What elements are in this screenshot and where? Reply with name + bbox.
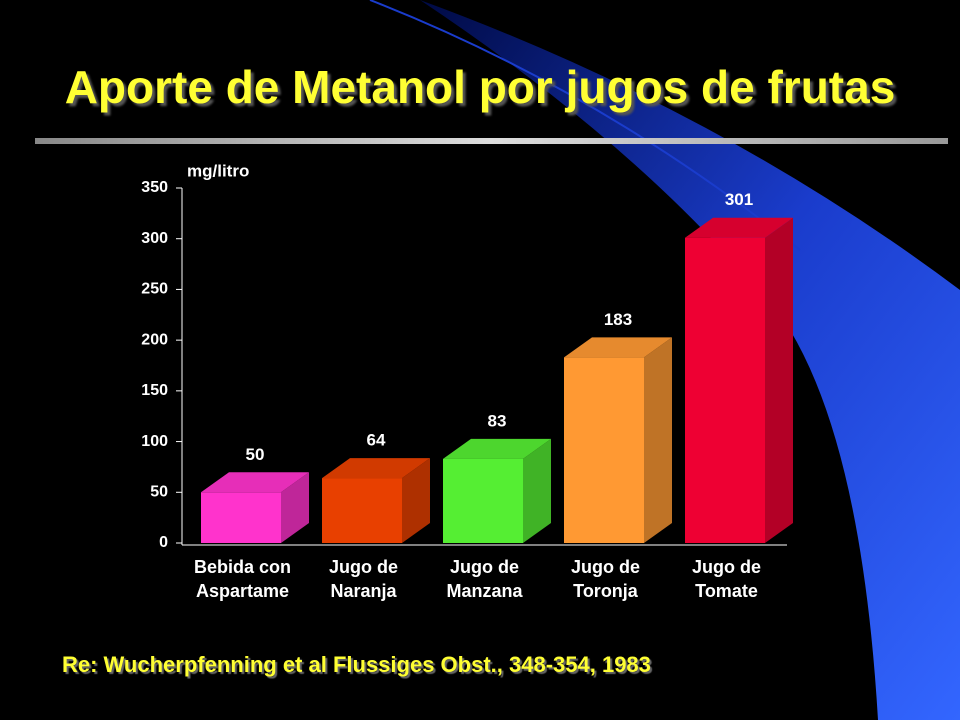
chart-title: Aporte de Metanol por jugos de frutas <box>64 61 896 113</box>
bar-top <box>322 458 430 479</box>
bar-side <box>644 337 672 543</box>
value-label: 83 <box>488 411 507 430</box>
x-tick-label: Jugo de Toronja <box>570 557 640 601</box>
bar <box>322 478 402 543</box>
bar-top <box>443 438 551 459</box>
y-axis-label: mg/litro <box>187 161 249 180</box>
bar-top <box>201 472 309 493</box>
bar-top <box>685 217 793 238</box>
value-label: 301 <box>725 190 753 209</box>
y-tick-label: 250 <box>141 281 168 298</box>
y-tick-label: 300 <box>141 230 168 247</box>
bar-side <box>523 438 551 543</box>
bar <box>201 492 281 543</box>
y-tick-label: 0 <box>159 534 168 551</box>
y-tick-label: 100 <box>141 433 168 450</box>
value-label: 50 <box>246 445 265 464</box>
y-tick-label: 50 <box>150 484 168 501</box>
x-tick-label: Jugo de Naranja <box>328 557 398 601</box>
x-tick-label: Jugo de Tomate <box>691 557 761 601</box>
y-tick-label: 200 <box>141 331 168 348</box>
value-label: 64 <box>367 431 386 450</box>
plot: 0 50 100 150 200 250 300 350 mg/litro 50 64 83 183 30… <box>141 161 793 551</box>
value-label: 183 <box>604 310 632 329</box>
bar-side <box>765 217 793 543</box>
footnote: Re: Wucherpfenning et al Flussiges Obst.… <box>62 652 651 677</box>
bar <box>564 357 644 543</box>
title-rule <box>35 138 948 144</box>
bar <box>443 458 523 543</box>
bar-top <box>564 337 672 358</box>
x-tick-label: Bebida con Aspartame <box>193 557 291 601</box>
bar-side <box>402 458 430 543</box>
bar <box>685 237 765 543</box>
y-tick-label: 150 <box>141 382 168 399</box>
y-tick-label: 350 <box>141 179 168 196</box>
x-tick-label: Jugo de Manzana <box>446 557 523 601</box>
bar-side <box>281 472 309 543</box>
swoosh-line <box>369 0 801 251</box>
